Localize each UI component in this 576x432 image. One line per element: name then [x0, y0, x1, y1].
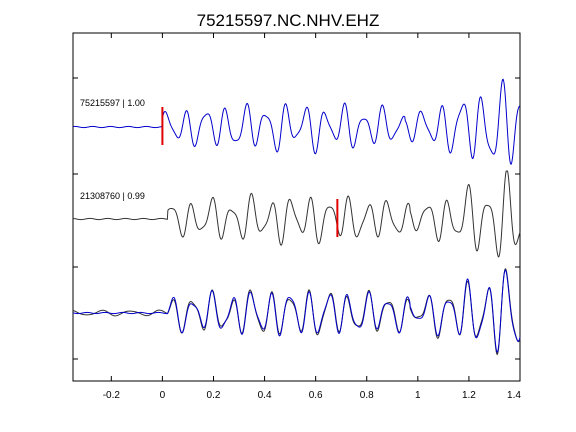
x-tick-label: 0 — [160, 390, 166, 401]
x-tick-label: 1.4 — [507, 390, 521, 401]
x-tick-label: 0.8 — [360, 390, 374, 401]
overlay-trace-master — [72, 269, 521, 354]
y-tick-marks — [73, 77, 520, 360]
master-trace — [72, 78, 521, 165]
match-trace — [72, 170, 521, 258]
chart-title: 75215597.NC.NHV.EHZ — [197, 11, 380, 30]
x-tick-label: -0.2 — [103, 390, 121, 401]
x-tick-label: 0.2 — [207, 390, 221, 401]
x-axis-ticks: -0.2 0 0.2 0.4 0.6 0.8 1 1.2 1.4 — [103, 33, 521, 401]
plot-frame — [72, 32, 521, 382]
x-tick-label: 0.6 — [309, 390, 323, 401]
waveform-traces — [72, 78, 521, 356]
x-tick-label: 1.2 — [462, 390, 476, 401]
trace-label-master: 75215597 | 1.00 — [80, 98, 145, 108]
x-tick-label: 0.4 — [258, 390, 272, 401]
trace-label-match: 21308760 | 0.99 — [80, 191, 145, 201]
x-tick-label: 1 — [415, 390, 421, 401]
